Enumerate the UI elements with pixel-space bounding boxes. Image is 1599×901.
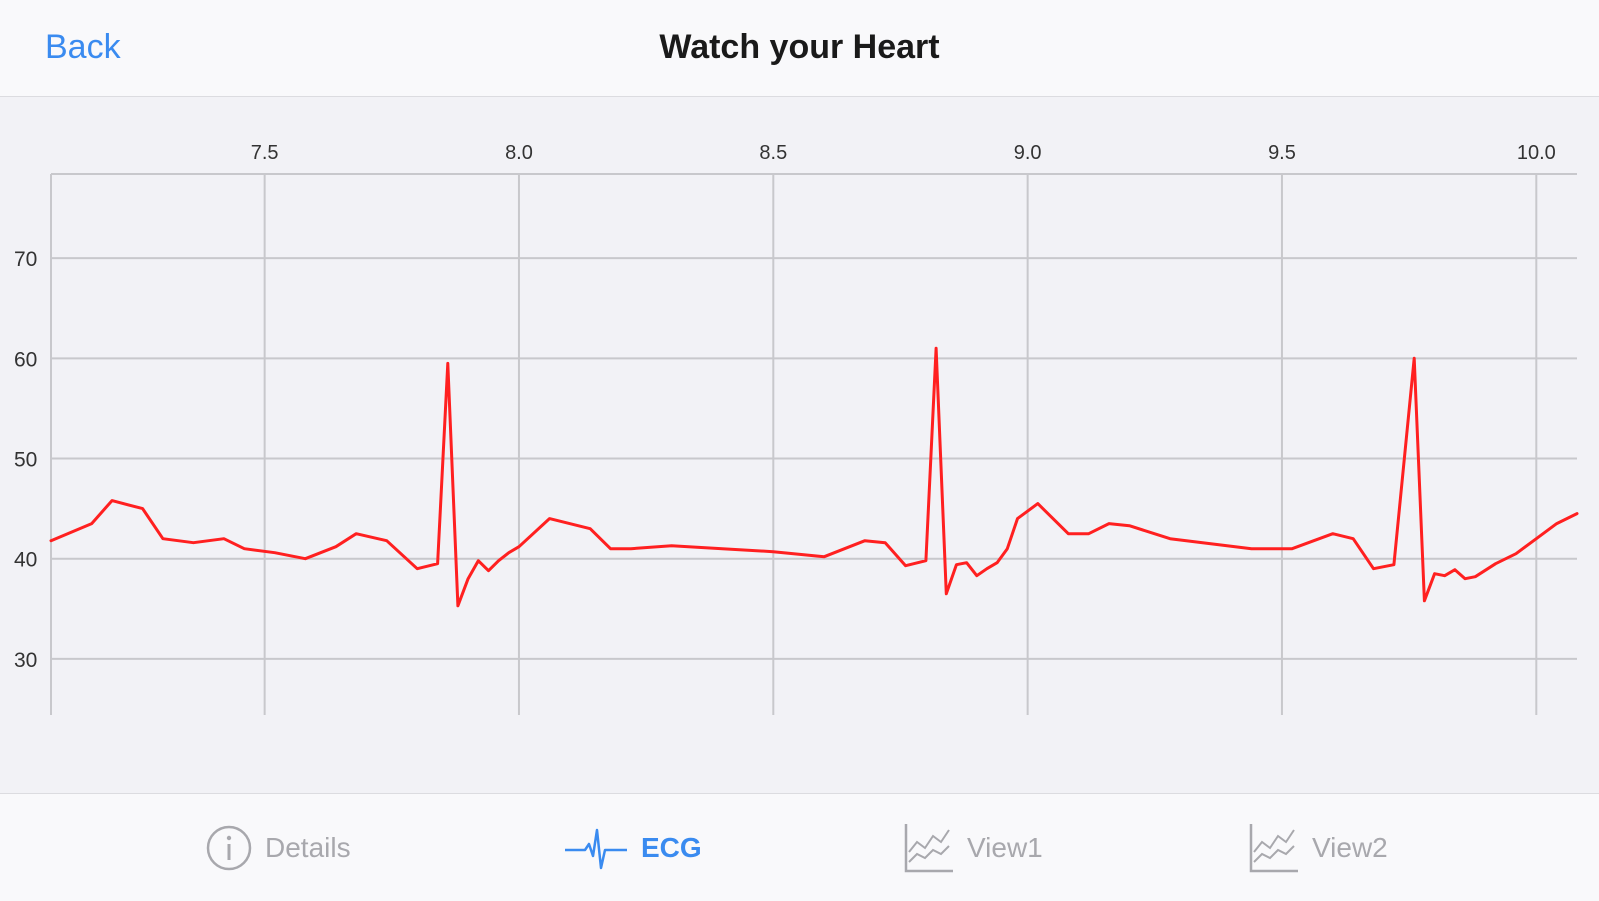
x-tick-label: 9.0	[1014, 142, 1042, 164]
y-tick-label: 50	[14, 449, 37, 472]
navigation-bar: Back Watch your Heart	[0, 0, 1599, 97]
y-tick-label: 70	[14, 248, 37, 271]
ecg-chart-area: 30 40 50 60 70 7.5 8.0 8.5 9.0 9.5 10.0	[0, 97, 1599, 793]
tab-view1[interactable]: View1	[903, 822, 1043, 874]
ecg-chart[interactable]: 30 40 50 60 70 7.5 8.0 8.5 9.0 9.5 10.0	[0, 97, 1599, 793]
tab-view2[interactable]: View2	[1248, 822, 1388, 874]
tab-bar: Details ECG View1 View2	[0, 793, 1599, 901]
page-title: Watch your Heart	[659, 28, 940, 66]
x-tick-label: 9.5	[1268, 142, 1296, 164]
tab-details[interactable]: Details	[205, 822, 351, 874]
tab-view2-label: View2	[1312, 832, 1388, 863]
x-tick-label: 7.5	[251, 142, 279, 164]
x-tick-label: 8.0	[505, 142, 533, 164]
tab-view1-label: View1	[967, 832, 1043, 863]
y-tick-label: 30	[14, 649, 37, 672]
ecg-series-line	[49, 346, 1579, 608]
back-button[interactable]: Back	[45, 28, 121, 66]
tab-ecg[interactable]: ECG	[563, 822, 702, 874]
info-icon	[206, 825, 252, 871]
y-tick-label: 60	[14, 348, 37, 371]
area-chart-icon	[904, 824, 953, 873]
ecg-icon	[565, 828, 627, 870]
tab-details-label: Details	[265, 832, 351, 863]
x-tick-label: 8.5	[759, 142, 787, 164]
y-tick-label: 40	[14, 549, 37, 572]
x-tick-label: 10.0	[1517, 142, 1556, 164]
area-chart-icon	[1249, 824, 1298, 873]
tab-ecg-label: ECG	[641, 832, 702, 863]
